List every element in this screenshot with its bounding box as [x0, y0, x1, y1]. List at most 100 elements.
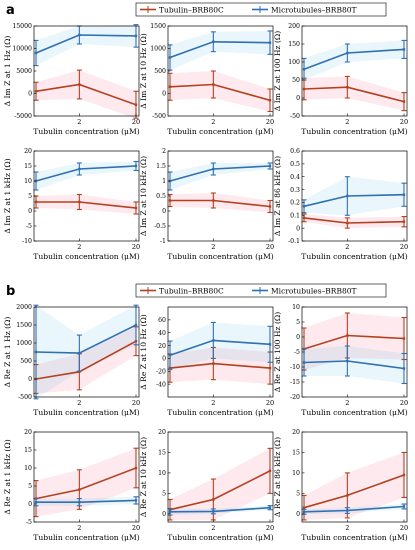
x-axis-label: Tubulin concentration (μM) [33, 533, 139, 542]
x-tick-label: 20 [400, 524, 408, 532]
y-tick-label: 5 [296, 491, 300, 498]
y-tick-label: 0 [296, 95, 300, 102]
y-tick-label: -10 [290, 364, 300, 371]
error-bar [76, 334, 82, 372]
y-tick-label: 15 [24, 163, 32, 170]
x-tick-label: 20 [266, 118, 274, 126]
data-point [212, 510, 215, 513]
y-tick-label: 1.5 [156, 163, 166, 170]
y-tick-label: 0.2 [290, 200, 300, 207]
x-axis-label: Tubulin concentration (μM) [167, 408, 273, 417]
y-tick-label: 60 [158, 317, 166, 324]
error-bar [133, 496, 139, 505]
data-point [346, 51, 349, 55]
y-tick-label: 0 [162, 91, 166, 98]
error-bar [33, 304, 39, 400]
error-bar [267, 447, 273, 494]
y-axis-label: Δ Re Z at 100 Hz (Ω) [273, 312, 282, 392]
x-tick-label: 20 [400, 118, 408, 126]
x-tick-label: 2 [345, 524, 349, 532]
y-tick-label: 5 [28, 483, 32, 490]
error-bar [210, 162, 216, 176]
y-tick-label: 0 [162, 356, 166, 363]
data-point [34, 200, 38, 204]
data-point [346, 359, 349, 363]
band-microtubules [170, 163, 270, 190]
x-tick-label: 2 [345, 399, 349, 407]
y-tick-label: 20 [158, 343, 166, 350]
y-tick-label: 0 [28, 501, 32, 508]
y-tick-label: 0.3 [290, 187, 300, 194]
error-bar [344, 176, 350, 216]
y-tick-label: 5000 [16, 68, 32, 75]
data-point [134, 466, 138, 470]
data-point [168, 199, 172, 202]
band-tubulin [304, 313, 404, 370]
x-tick-label: 2 [345, 118, 349, 126]
data-point [302, 361, 306, 364]
x-tick-label: 20 [266, 399, 274, 407]
x-axis-label: Tubulin concentration (μM) [167, 533, 273, 542]
y-tick-label: -5 [26, 223, 32, 230]
x-axis-label: Tubulin concentration (μM) [33, 408, 139, 417]
error-bar [133, 160, 139, 172]
x-tick-label: 20 [266, 524, 274, 532]
data-point [212, 83, 215, 86]
error-bar [401, 216, 407, 228]
y-tick-label: 10 [158, 470, 166, 477]
panel-label-a: a [6, 3, 15, 18]
y-tick-label: 500 [154, 68, 166, 75]
legend-tubulin-label-b: Tubulin–BRB80C [159, 287, 224, 296]
data-point [402, 473, 406, 477]
data-point [34, 350, 38, 354]
data-point [402, 505, 406, 508]
band-tubulin [36, 70, 136, 119]
band-microtubules [170, 31, 270, 71]
band-tubulin [170, 71, 270, 112]
error-bar [267, 88, 273, 113]
panel-label-b: b [6, 284, 15, 299]
band-tubulin [170, 193, 270, 213]
y-tick-label: 15000 [12, 23, 32, 30]
data-point [302, 68, 306, 71]
y-tick-label: 200 [288, 23, 300, 30]
error-bar [76, 69, 82, 100]
error-bar [133, 24, 139, 48]
legend-b: Tubulin–BRB80C Microtubules–BRB80T [135, 283, 387, 298]
data-point [212, 167, 215, 171]
axes-frame [167, 431, 274, 523]
x-axis-label: Tubulin concentration (μM) [301, 533, 407, 542]
y-tick-label: -10 [22, 238, 32, 245]
data-point [34, 501, 38, 504]
data-point [78, 501, 81, 504]
data-point [402, 337, 406, 340]
y-tick-label: -20 [156, 368, 166, 375]
data-point [78, 167, 81, 171]
y-tick-label: 15 [24, 447, 32, 454]
x-axis-label: Tubulin concentration (μM) [301, 127, 407, 136]
y-tick-label: -1 [160, 238, 166, 245]
data-point [402, 100, 406, 103]
error-bar [133, 304, 139, 346]
x-tick-label: 20 [132, 524, 140, 532]
y-tick-label: 0 [28, 376, 32, 383]
x-tick-label: 20 [132, 118, 140, 126]
y-tick-label: 0 [296, 225, 300, 232]
y-tick-label: 0 [296, 511, 300, 518]
y-tick-label: -20 [290, 394, 300, 401]
y-tick-label: -500 [152, 113, 166, 120]
data-point [268, 41, 272, 44]
y-tick-label: 1500 [150, 23, 166, 30]
error-bar [401, 182, 407, 207]
error-bar [401, 503, 407, 510]
data-point [346, 194, 349, 198]
error-bar [76, 498, 82, 507]
y-tick-label: 0.5 [290, 161, 300, 168]
data-point [134, 499, 138, 502]
